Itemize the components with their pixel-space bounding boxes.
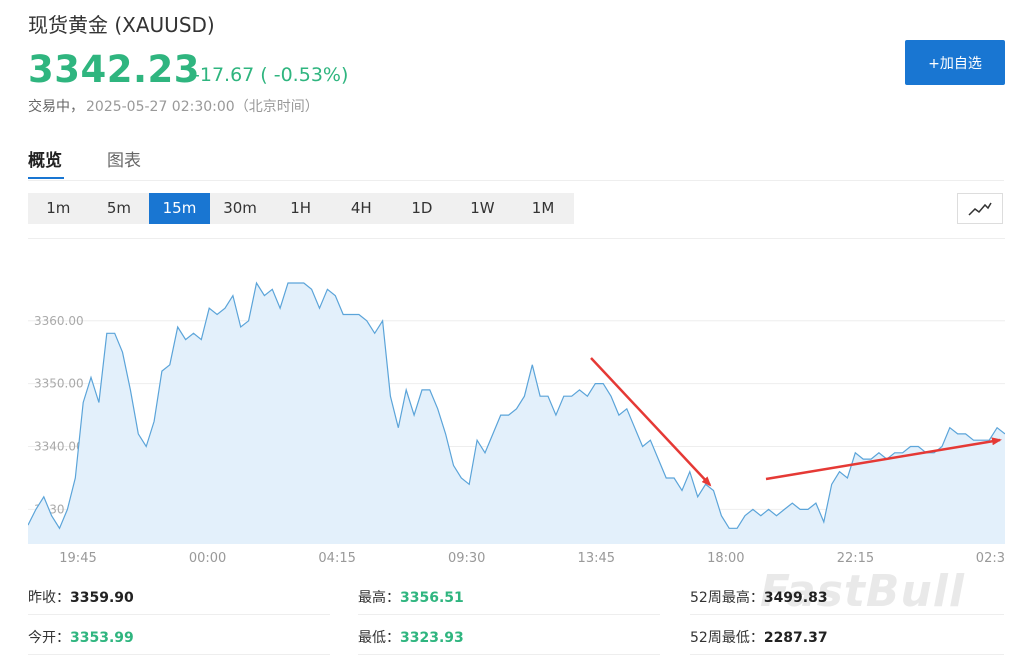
period-1h[interactable]: 1H — [290, 199, 312, 217]
period-1d[interactable]: 1D — [411, 199, 433, 217]
stat-label: 今开： — [28, 630, 70, 646]
stat-value: 3323.93 — [400, 630, 464, 646]
y-tick-label: 3340.00 — [34, 440, 84, 454]
stat-value: 3353.99 — [70, 630, 134, 646]
stat-value: 3359.90 — [70, 590, 134, 606]
stats-panel: 昨收：3359.90 最高：3356.51 52周最高：3499.83 今开：3… — [0, 582, 1024, 666]
y-tick-label: 3360.00 — [34, 314, 84, 328]
price-change: -17.67 ( -0.53%) — [193, 64, 349, 86]
period-1w[interactable]: 1W — [470, 199, 495, 217]
stat-high: 最高：3356.51 — [358, 582, 660, 615]
stat-label: 昨收： — [28, 590, 70, 606]
tab-chart[interactable]: 图表 — [107, 151, 141, 171]
stat-value: 2287.37 — [763, 630, 828, 646]
view-tabs: 概览 图表 — [28, 140, 1004, 181]
stat-low: 最低：3323.93 — [358, 622, 660, 655]
stat-label: 52周最高： — [690, 590, 764, 606]
price-area — [28, 283, 1005, 544]
timestamp: 2025-05-27 02:30:00（北京时间） — [86, 99, 319, 115]
current-price: 3342.23 — [28, 48, 201, 91]
stat-label: 52周最低： — [690, 630, 764, 646]
period-5m[interactable]: 5m — [106, 199, 131, 217]
period-30m[interactable]: 30m — [223, 199, 257, 217]
stat-label: 最低： — [358, 630, 400, 646]
stat-open: 今开：3353.99 — [28, 622, 330, 655]
price-line — [28, 281, 1005, 530]
x-tick-label: 04:15 — [318, 551, 355, 566]
instrument-title: 现货黄金 (XAUUSD) — [28, 13, 215, 37]
period-1mo[interactable]: 1M — [531, 199, 555, 217]
x-tick-label: 18:00 — [707, 551, 744, 566]
period-15m[interactable]: 15m — [149, 193, 210, 224]
x-tick-label: 19:45 — [59, 551, 96, 566]
trading-status: 交易中， 2025-05-27 02:30:00（北京时间） — [28, 96, 319, 116]
stat-value: 3356.51 — [400, 590, 464, 606]
period-4h[interactable]: 4H — [350, 199, 372, 217]
stat-52w-low: 52周最低：2287.37 — [690, 622, 1004, 655]
period-1m[interactable]: 1m — [46, 199, 71, 217]
x-tick-label: 02:3 — [976, 551, 1005, 566]
line-chart-icon — [968, 202, 992, 216]
add-to-watchlist-button[interactable]: +加自选 — [905, 40, 1005, 85]
y-tick-label: 3350.00 — [34, 377, 84, 391]
watermark-logo: FastBull — [760, 566, 965, 617]
period-selector: 1m 5m 15m 30m 1H 4H 1D 1W 1M — [28, 193, 574, 224]
chart-type-button[interactable] — [957, 193, 1003, 224]
x-tick-label: 22:15 — [837, 551, 874, 566]
stat-label: 最高： — [358, 590, 400, 606]
stat-value: 3499.83 — [763, 590, 828, 606]
x-tick-label: 09:30 — [448, 551, 485, 566]
stat-52w-high: 52周最高：3499.83 — [690, 582, 1004, 615]
annotation-arrow-up — [765, 437, 1002, 481]
stat-prev-close: 昨收：3359.90 — [28, 582, 330, 615]
price-chart[interactable]: 3330.00 3340.00 3350.00 3360.00 19:45 00:00 04… — [28, 238, 1005, 574]
tab-overview[interactable]: 概览 — [28, 146, 64, 179]
x-tick-label: 13:45 — [578, 551, 615, 566]
annotation-arrow-down — [590, 357, 712, 487]
x-tick-label: 00:00 — [189, 551, 226, 566]
status-text: 交易中， — [28, 99, 84, 115]
